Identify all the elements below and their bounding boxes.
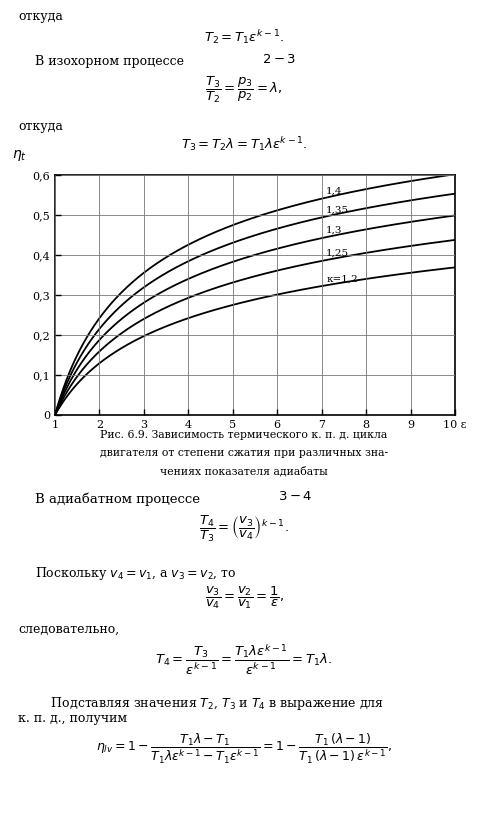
Text: $T_2 = T_1\varepsilon^{k-1}.$: $T_2 = T_1\varepsilon^{k-1}.$ — [204, 28, 284, 46]
Text: откуда: откуда — [18, 10, 63, 23]
Text: $\eta_{lv} = 1 - \dfrac{T_1\lambda - T_1}{T_1\lambda\varepsilon^{k-1} - T_1\vare: $\eta_{lv} = 1 - \dfrac{T_1\lambda - T_1… — [96, 732, 392, 766]
Text: 1,35: 1,35 — [326, 205, 349, 214]
Text: 1,25: 1,25 — [326, 249, 349, 258]
Text: $\dfrac{T_4}{T_3} = \left(\dfrac{v_3}{v_4}\right)^{k-1}.$: $\dfrac{T_4}{T_3} = \left(\dfrac{v_3}{v_… — [199, 514, 289, 545]
Text: $\dfrac{T_3}{T_2} = \dfrac{p_3}{p_2} = \lambda,$: $\dfrac{T_3}{T_2} = \dfrac{p_3}{p_2} = \… — [205, 75, 283, 105]
Text: Рис. 6.9. Зависимость термического к. п. д. цикла: Рис. 6.9. Зависимость термического к. п.… — [101, 430, 387, 440]
Text: 1,3: 1,3 — [326, 226, 343, 235]
Text: к=1,2: к=1,2 — [326, 274, 358, 283]
Text: двигателя от степени сжатия при различных зна-: двигателя от степени сжатия при различны… — [100, 448, 388, 458]
Text: $\dfrac{v_3}{v_4} = \dfrac{v_2}{v_1} = \dfrac{1}{\varepsilon},$: $\dfrac{v_3}{v_4} = \dfrac{v_2}{v_1} = \… — [204, 585, 284, 611]
Text: $3 - 4$: $3 - 4$ — [278, 490, 312, 503]
Text: $T_3 = T_2\lambda = T_1\lambda\varepsilon^{k-1}.$: $T_3 = T_2\lambda = T_1\lambda\varepsilo… — [181, 135, 307, 153]
Text: $T_4 = \dfrac{T_3}{\varepsilon^{k-1}} = \dfrac{T_1\lambda\varepsilon^{k-1}}{\var: $T_4 = \dfrac{T_3}{\varepsilon^{k-1}} = … — [156, 643, 332, 677]
Text: к. п. д., получим: к. п. д., получим — [18, 712, 127, 725]
Text: Поскольку $v_4 = v_1$, а $v_3 = v_2$, то: Поскольку $v_4 = v_1$, а $v_3 = v_2$, то — [35, 565, 237, 582]
Text: откуда: откуда — [18, 120, 63, 133]
Text: следовательно,: следовательно, — [18, 623, 119, 636]
Text: $2 - 3$: $2 - 3$ — [262, 53, 296, 66]
Text: В адиабатном процессе: В адиабатном процессе — [35, 492, 200, 505]
Text: $\eta_t$: $\eta_t$ — [12, 148, 26, 163]
Text: Подставляя значения $T_2$, $T_3$ и $T_4$ в выражение для: Подставляя значения $T_2$, $T_3$ и $T_4$… — [35, 695, 384, 712]
Text: чениях показателя адиабаты: чениях показателя адиабаты — [160, 466, 328, 476]
Text: 1,4: 1,4 — [326, 186, 343, 195]
Text: В изохорном процессе: В изохорном процессе — [35, 55, 184, 68]
